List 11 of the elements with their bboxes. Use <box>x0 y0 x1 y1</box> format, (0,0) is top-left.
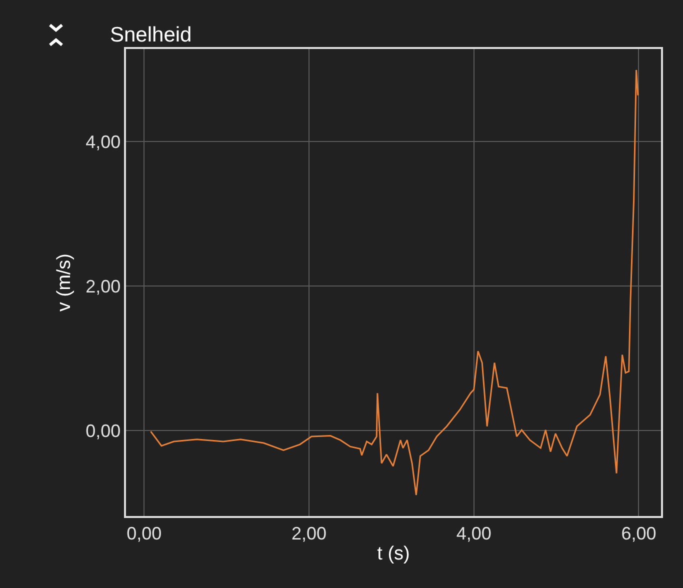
x-axis-title: t (s) <box>377 544 410 565</box>
x-tick-label: 4,00 <box>456 523 492 544</box>
x-tick-label: 2,00 <box>291 523 327 544</box>
y-axis-title: v (m/s) <box>54 253 75 312</box>
x-tick-label: 6,00 <box>621 523 656 544</box>
y-tick-label: 4,00 <box>86 132 121 152</box>
y-tick-label: 2,00 <box>86 276 121 296</box>
chart-title: Snelheid <box>110 23 192 46</box>
y-tick-label: 0,00 <box>86 421 121 441</box>
line-series <box>150 69 639 496</box>
x-tick-label: 0,00 <box>126 523 162 544</box>
